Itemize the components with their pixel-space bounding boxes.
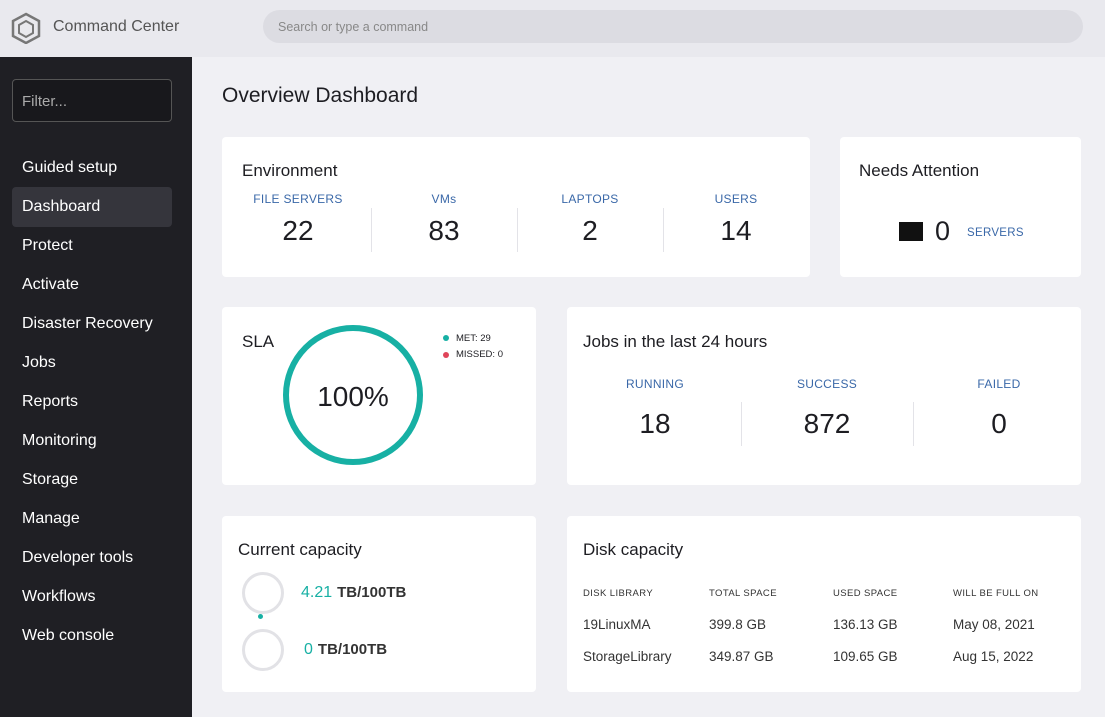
filter-placeholder: Filter... [22, 93, 68, 110]
sidebar: Filter... Guided setup Dashboard Protect Ac… [0, 57, 192, 717]
table-cell: 399.8 GB [709, 617, 767, 632]
attention-card: Needs Attention 0 SERVERS [840, 137, 1081, 277]
stat-label: RUNNING [625, 377, 685, 391]
nav-item[interactable]: Guided setup [22, 159, 118, 176]
page-title: Overview Dashboard [222, 84, 419, 107]
table-cell: 109.65 GB [833, 649, 898, 664]
table-cell: 136.13 GB [833, 617, 898, 632]
filter-input[interactable]: Filter... [12, 79, 172, 122]
capacity-ring [242, 572, 284, 614]
nav-item[interactable]: Manage [22, 510, 80, 527]
column-header: TOTAL SPACE [709, 588, 777, 599]
capacity-text: 4.21 TB/100TB [301, 584, 406, 602]
search-bar[interactable]: Search or type a command [263, 10, 1083, 43]
table-cell: 19LinuxMA [583, 617, 651, 632]
card-title: Needs Attention [859, 161, 980, 180]
table-cell: May 08, 2021 [953, 617, 1035, 632]
stat-value: 14 [720, 215, 752, 246]
stat-label: LAPTOPS [561, 192, 619, 206]
stat-value: 2 [582, 215, 598, 246]
logo [11, 12, 41, 44]
nav-item[interactable]: Activate [22, 276, 79, 293]
legend-dot [443, 335, 449, 341]
stat-value: 22 [282, 215, 314, 246]
capacity-total: TB/100TB [317, 641, 388, 658]
card-title: Jobs in the last 24 hours [583, 332, 768, 351]
nav-item[interactable]: Web console [22, 627, 115, 644]
divider [371, 208, 372, 252]
nav-item[interactable]: Monitoring [22, 432, 97, 449]
card-title: Environment [242, 161, 338, 180]
stat-label: FILE SERVERS [253, 192, 343, 206]
disk-capacity-card: Disk capacity DISK LIBRARY TOTAL SPACE USE… [567, 516, 1081, 692]
environment-card: Environment FILE SERVERS 22 VMs 83 LAPTOPS 2 U… [222, 137, 810, 277]
app-name: Command Center [53, 18, 180, 35]
table-cell: 349.87 GB [709, 649, 774, 664]
nav-item[interactable]: Protect [22, 237, 73, 254]
attention-label: SERVERS [967, 227, 1024, 239]
legend-missed: MISSED: 0 [456, 349, 503, 360]
nav-item[interactable]: Jobs [22, 354, 56, 371]
table-cell: StorageLibrary [583, 649, 672, 664]
stat-label: FAILED [977, 377, 1021, 391]
divider [913, 402, 914, 446]
attention-count: 0 [935, 216, 951, 246]
stat-value: 83 [428, 215, 460, 246]
sla-card: SLA 100% MET: 29 MISSED: 0 [222, 307, 536, 485]
jobs-card: Jobs in the last 24 hours RUNNING 18 SUCCE… [567, 307, 1081, 485]
legend-met: MET: 29 [456, 333, 491, 344]
top-bar: Command Center Search or type a command [0, 0, 1105, 57]
stat-value: 0 [991, 408, 1007, 439]
column-header: WILL BE FULL ON [953, 588, 1039, 599]
divider [517, 208, 518, 252]
divider [741, 402, 742, 446]
nav-item[interactable]: Storage [22, 471, 79, 488]
capacity-used: 0 [304, 641, 313, 658]
legend-dot [443, 352, 449, 358]
stat-label: USERS [714, 192, 758, 206]
capacity-text: 0 TB/100TB [304, 641, 387, 659]
divider [663, 208, 664, 252]
nav-item[interactable]: Reports [22, 393, 79, 410]
stat-value: 18 [639, 408, 671, 439]
nav-item[interactable]: Workflows [22, 588, 96, 605]
stat-label: SUCCESS [796, 377, 858, 391]
table-cell: Aug 15, 2022 [953, 649, 1034, 664]
sla-ring [283, 325, 423, 465]
column-header: USED SPACE [833, 588, 898, 599]
stat-value: 872 [803, 408, 851, 439]
stat-label: VMs [431, 192, 457, 206]
capacity-used: 4.21 [301, 584, 333, 601]
card-title: Current capacity [238, 540, 362, 559]
sla-value: 100% [317, 381, 389, 412]
nav-item[interactable]: Disaster Recovery [22, 315, 153, 332]
column-header: DISK LIBRARY [583, 588, 654, 599]
server-icon [899, 222, 923, 241]
card-title: SLA [242, 332, 275, 351]
capacity-arc [258, 614, 263, 619]
nav-item[interactable]: Dashboard [12, 187, 172, 227]
capacity-ring [242, 629, 284, 671]
card-title: Disk capacity [583, 540, 684, 559]
capacity-total: TB/100TB [337, 584, 407, 601]
current-capacity-card: Current capacity 4.21 TB/100TB 0 TB/100TB [222, 516, 536, 692]
search-placeholder: Search or type a command [278, 20, 429, 34]
nav-item[interactable]: Developer tools [22, 549, 134, 566]
